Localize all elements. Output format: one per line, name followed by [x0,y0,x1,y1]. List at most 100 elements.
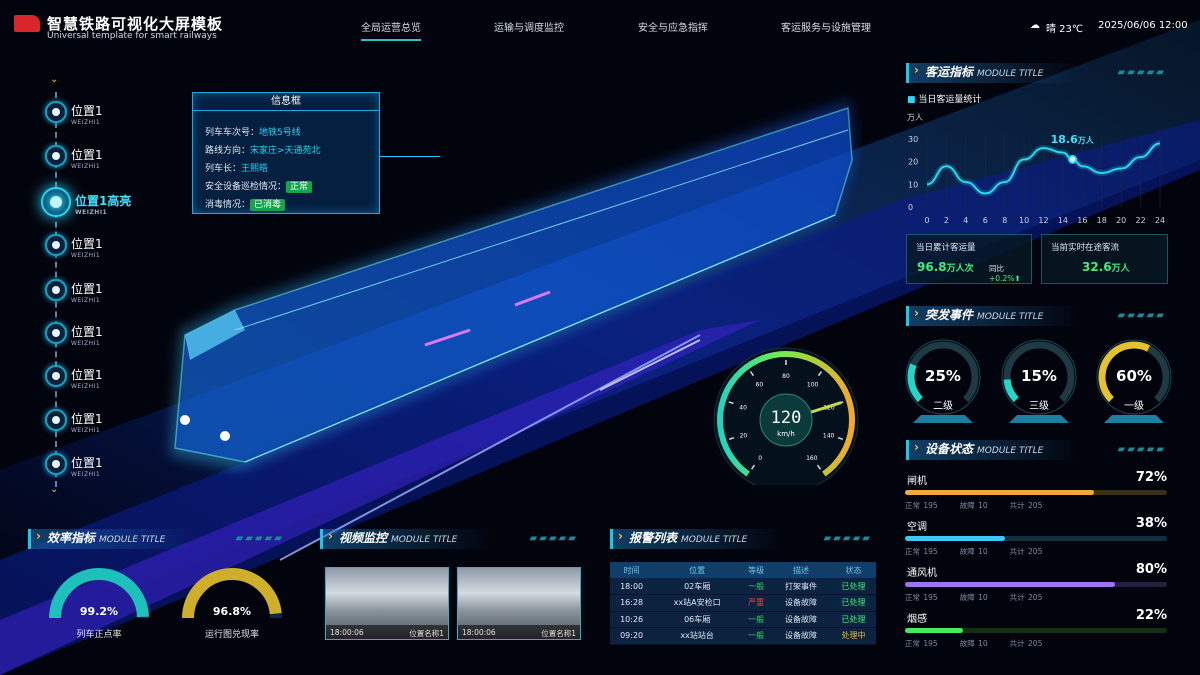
weather-text: 晴 23℃ [1046,24,1084,35]
x-tick-label: 6 [983,216,988,225]
speed-center [759,393,813,447]
speed-tick [750,464,756,470]
incident-gauges [905,339,1172,423]
speed-tick [728,436,735,440]
sidebar-item[interactable]: 位置1 WEIZHI1 [71,325,103,347]
sidebar-item[interactable]: 位置1 WEIZHI1 [71,368,103,390]
chevron-up-icon[interactable]: ⌄ [50,74,59,85]
table-row[interactable]: 18:00 02车厢 一般 打架事件 已处理 [610,578,876,595]
equipment-percent: 38% [1135,516,1167,531]
info-row-route: 路线方向：宋家庄>天通苑北 [205,146,321,156]
incident-level: 二级 [933,401,953,412]
sidebar-item[interactable]: 位置1 WEIZHI1 [71,237,103,259]
gauge-base [1104,415,1164,423]
efficiency-gauges [49,568,282,619]
sidebar-item[interactable]: 位置1 WEIZHI1 [71,104,103,126]
location-node-icon[interactable] [45,145,67,167]
video-feed-2[interactable]: 18:00:06 位置名称1 [457,567,581,640]
equipment-stats: 正常 195 故障 10 共计 205 [905,639,1043,648]
speed-tick-label: 160 [806,455,818,462]
sidebar-item[interactable]: 位置1 WEIZHI1 [71,456,103,478]
logo-train-icon [14,15,40,32]
x-tick-label: 16 [1077,216,1087,225]
status-badge: 正常 [286,181,313,193]
location-node-icon[interactable] [45,101,67,123]
table-row[interactable]: 16:28 xx站A安检口 严重 设备故障 已处理 [610,594,876,612]
speed-tick-label: 20 [740,432,748,439]
x-tick-label: 0 [924,216,929,225]
x-tick-label: 18 [1097,216,1107,225]
gauge-fill [1098,341,1151,403]
sidebar-item[interactable]: 位置1 WEIZHI1 [71,412,103,434]
speed-unit: km/h [777,430,795,438]
equipment-name: 空调 [907,522,927,533]
location-node-icon[interactable] [45,365,67,387]
location-node-icon[interactable] [45,234,67,256]
data-point [1068,154,1078,164]
app-title: 智慧铁路可视化大屏模板 [47,15,224,33]
x-tick-label: 24 [1155,216,1165,225]
location-node-icon[interactable] [41,187,71,217]
gauge-base [1009,415,1069,423]
x-tick-label: 10 [1019,216,1029,225]
speed-tick-label: 80 [782,373,790,380]
equipment-percent: 22% [1135,608,1167,623]
nav-passenger-service[interactable]: 客运服务与设施管理 [781,23,871,34]
speed-tick [816,464,822,470]
table-row[interactable]: 10:26 06车厢 一般 设备故障 已处理 [610,611,876,628]
incident-percent: 25% [925,367,961,385]
sidebar-item[interactable]: 位置1 WEIZHI1 [71,148,103,170]
speed-tick-label: 100 [807,382,819,389]
x-tick-label: 12 [1038,216,1048,225]
info-box: 信息框 列车车次号：地铁5号线 路线方向：宋家庄>天通苑北 列车长：王熙皓 安全… [192,92,380,214]
x-tick-label: 8 [1002,216,1007,225]
speed-tick-label: 140 [823,432,835,439]
speed-tick-label: 0 [758,455,762,462]
gauge-fill [182,568,282,619]
equipment-name: 烟感 [907,614,927,625]
chart-subtitle: ■ 当日客运量统计 [907,95,982,105]
alarm-table: 时间 位置 等级 描述 状态 18:00 02车厢 一般 打架事件 已处理 16:28 xx站A安检口… [610,562,876,645]
speed-tick-label: 60 [756,382,764,389]
series-line [926,142,1161,195]
sidebar-item[interactable]: 位置1 WEIZHI1 [71,282,103,304]
equipment-percent: 80% [1135,562,1167,577]
sun-cloud-icon: ☁ [1030,20,1040,31]
equipment-progress-bar [905,490,1167,495]
chart-annotation: 18.6万人 [1050,133,1094,147]
y-tick-label: 30 [908,135,918,144]
status-badge: 已消毒 [250,199,286,211]
location-node-icon[interactable] [45,279,67,301]
nav-safety[interactable]: 安全与应急指挥 [638,23,708,34]
y-axis-unit: 万人 [907,113,923,122]
train-illustration [170,100,855,470]
nav-transport[interactable]: 运输与调度监控 [494,23,564,34]
nav-overview[interactable]: 全局运营总览 [361,19,421,41]
chevron-down-icon[interactable]: ⌄ [50,484,59,495]
stat-daily-total: 当日累计客运量 96.8万人次 同比+0.2%⬆ [906,234,1032,284]
progress-fill [905,490,1094,495]
x-tick-label: 20 [1116,216,1126,225]
equipment-percent: 72% [1135,470,1167,485]
sidebar-item[interactable]: 位置1高亮 WEIZHI1 [75,194,132,216]
x-tick-label: 2 [944,216,949,225]
info-row-safety: 安全设备巡检情况： 正常 [205,179,313,193]
equipment-stats: 正常 195 故障 10 共计 205 [905,501,1043,510]
speed-tick [728,401,734,405]
table-row[interactable]: 09:20 xx站站台 一般 设备故障 处理中 [610,627,876,645]
speed-tick [749,371,755,377]
location-node-icon[interactable] [45,409,67,431]
app-subtitle: Universal template for smart railways [47,31,217,41]
datetime: 2025/06/06 12:00 [1098,20,1188,31]
equipment-stats: 正常 195 故障 10 共计 205 [905,547,1043,556]
video-feed-1[interactable]: 18:00:06 位置名称1 [325,567,449,640]
location-node-icon[interactable] [45,453,67,475]
info-connector [380,156,440,157]
gauge-fill [1003,379,1020,403]
module-title-alarms: › 报警列表 MODULE TITLE ▰▰▰▰▰ [610,529,876,549]
speed-arc [717,351,855,477]
location-node-icon[interactable] [45,322,67,344]
speed-tick-label: 40 [739,404,747,411]
